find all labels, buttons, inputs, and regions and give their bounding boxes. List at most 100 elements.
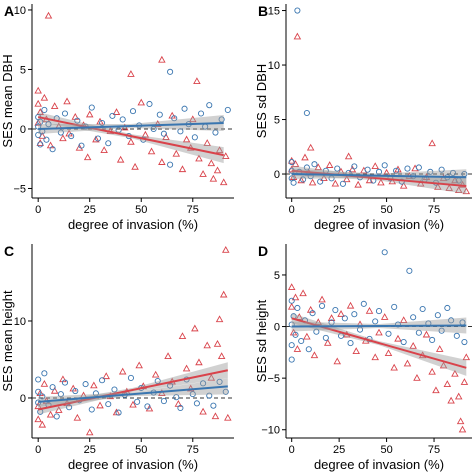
triangle-point bbox=[118, 367, 127, 375]
x-tick-label: 50 bbox=[135, 204, 147, 216]
circle-point bbox=[419, 305, 426, 313]
triangle-point bbox=[454, 186, 463, 194]
circle-point bbox=[372, 318, 379, 325]
circle-point bbox=[453, 332, 460, 339]
triangle-point bbox=[36, 139, 45, 146]
triangle-point bbox=[293, 345, 302, 352]
triangle-point bbox=[44, 11, 53, 19]
x-tick-label: 25 bbox=[333, 204, 345, 216]
circle-point bbox=[99, 377, 106, 384]
triangle-point bbox=[186, 384, 195, 392]
circle-point bbox=[288, 356, 295, 363]
circle-point bbox=[206, 102, 213, 109]
circle-point bbox=[99, 119, 106, 127]
triangle-point bbox=[390, 363, 398, 371]
circle-point bbox=[61, 110, 69, 117]
circle-point bbox=[49, 384, 56, 391]
circle-point bbox=[385, 330, 392, 337]
circle-point bbox=[146, 100, 153, 108]
triangle-point bbox=[215, 315, 224, 323]
y-tick-label: 10 bbox=[14, 316, 26, 328]
triangle-point bbox=[384, 349, 393, 357]
circle-point bbox=[222, 388, 229, 395]
triangle-point bbox=[147, 147, 156, 155]
triangle-point bbox=[333, 357, 342, 365]
circle-point bbox=[434, 312, 441, 319]
triangle-point bbox=[85, 110, 94, 118]
triangle-point bbox=[207, 159, 216, 167]
triangle-point bbox=[399, 181, 408, 189]
triangle-point bbox=[203, 139, 211, 146]
triangle-point bbox=[116, 155, 125, 163]
triangle-point bbox=[34, 118, 42, 126]
circle-point bbox=[294, 7, 301, 14]
triangle-point bbox=[195, 154, 203, 162]
x-axis-title: degree of invasion (%) bbox=[314, 457, 444, 472]
triangle-point bbox=[399, 316, 408, 324]
circle-point bbox=[341, 315, 348, 322]
triangle-point bbox=[306, 305, 315, 313]
y-tick-label: −5 bbox=[13, 183, 26, 195]
circle-point bbox=[35, 388, 42, 395]
circle-point bbox=[415, 164, 422, 171]
circle-point bbox=[111, 386, 118, 393]
circle-point bbox=[404, 165, 411, 172]
y-tick-label: 0 bbox=[274, 322, 280, 334]
triangle-point bbox=[90, 381, 98, 389]
triangle-point bbox=[428, 139, 436, 147]
regression-line bbox=[38, 385, 228, 403]
circle-point bbox=[311, 161, 318, 168]
circle-point bbox=[94, 135, 102, 142]
circle-point bbox=[415, 329, 422, 336]
regression-line bbox=[291, 169, 467, 188]
triangle-point bbox=[221, 246, 230, 253]
triangle-point bbox=[371, 162, 379, 170]
circle-point bbox=[317, 178, 324, 185]
x-tick-label: 25 bbox=[84, 444, 96, 456]
triangle-point bbox=[34, 86, 42, 94]
x-tick-label: 25 bbox=[84, 204, 96, 216]
triangle-point bbox=[83, 153, 92, 161]
circle-point bbox=[294, 304, 301, 312]
triangle-point bbox=[422, 330, 431, 338]
triangle-point bbox=[158, 158, 166, 165]
circle-point bbox=[134, 398, 141, 405]
triangle-point bbox=[458, 425, 467, 433]
x-tick-label: 0 bbox=[289, 444, 295, 456]
triangle-point bbox=[293, 32, 302, 40]
confidence-band bbox=[38, 112, 224, 164]
triangle-point bbox=[327, 314, 336, 321]
triangle-point bbox=[428, 367, 436, 375]
triangle-point bbox=[96, 401, 104, 409]
circle-point bbox=[288, 158, 295, 166]
triangle-point bbox=[462, 187, 471, 195]
triangle-point bbox=[36, 108, 45, 115]
y-tick-label: −5 bbox=[267, 373, 280, 385]
triangle-point bbox=[323, 338, 332, 346]
circle-point bbox=[150, 125, 157, 133]
triangle-point bbox=[213, 339, 222, 347]
circle-point bbox=[334, 165, 341, 172]
triangle-point bbox=[447, 396, 455, 404]
triangle-point bbox=[443, 380, 452, 387]
panel-letter: D bbox=[258, 243, 268, 259]
regression-line bbox=[291, 173, 467, 179]
circle-point bbox=[381, 249, 388, 256]
circle-point bbox=[127, 374, 134, 382]
triangle-point bbox=[346, 301, 355, 309]
triangle-point bbox=[219, 290, 228, 298]
triangle-point bbox=[213, 166, 222, 174]
y-tick-label: −10 bbox=[261, 425, 280, 437]
circle-point bbox=[328, 175, 335, 182]
triangle-point bbox=[75, 143, 84, 151]
triangle-point bbox=[303, 332, 311, 340]
circle-point bbox=[288, 321, 295, 328]
circle-point bbox=[391, 303, 398, 310]
confidence-band bbox=[291, 313, 467, 376]
triangle-point bbox=[219, 178, 228, 186]
circle-point bbox=[191, 134, 198, 141]
triangle-point bbox=[434, 182, 442, 190]
circle-point bbox=[109, 112, 116, 119]
y-axis-title: SES sd DBH bbox=[254, 64, 269, 138]
triangle-point bbox=[40, 379, 49, 387]
